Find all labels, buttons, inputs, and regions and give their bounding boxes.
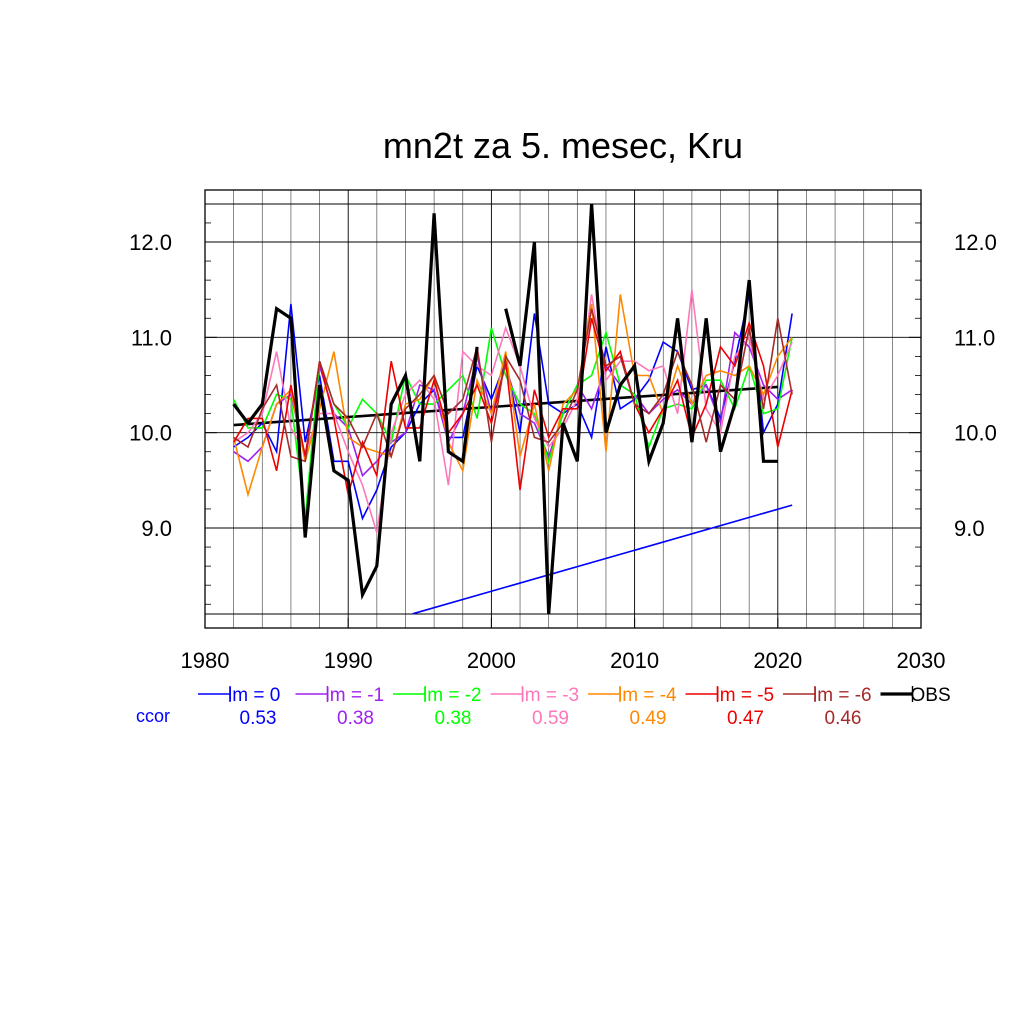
plot-frame <box>204 189 922 629</box>
x-tick-label: 2020 <box>753 648 802 673</box>
legend-label: lm = 0 <box>228 685 280 706</box>
y-tick-label-right: 11.0 <box>954 325 995 350</box>
legend-ccor-value: 0.38 <box>435 708 472 729</box>
y-tick-label-left: 9.0 <box>141 516 172 541</box>
x-tick-label: 1990 <box>324 648 373 673</box>
legend-label: lm = -3 <box>521 685 580 706</box>
ticks: 1980 1990 2000 2010 2020 2030 9.0 9.0 10.0 10.0 11… <box>129 222 997 673</box>
x-tick-label: 2030 <box>897 648 946 673</box>
y-tick-label-right: 9.0 <box>954 516 985 541</box>
legend-ccor-value: 0.46 <box>825 708 862 729</box>
legend-ccor-value: 0.53 <box>240 708 277 729</box>
x-tick-label: 1980 <box>181 648 230 673</box>
series-line-obs <box>232 213 479 601</box>
legend-label: lm = -1 <box>326 685 385 706</box>
legend-label: lm = -6 <box>813 685 872 706</box>
y-tick-label-left: 12.0 <box>129 230 172 255</box>
legend-label: OBS <box>911 685 951 706</box>
legend-ccor-value: 0.49 <box>630 708 667 729</box>
y-tick-label-right: 10.0 <box>954 421 997 446</box>
y-tick-label-left: 10.0 <box>129 421 172 446</box>
trend-line <box>412 504 793 615</box>
series-line-lm-3 <box>233 289 793 534</box>
legend-ccor-value: 0.59 <box>532 708 569 729</box>
legend-label: lm = -2 <box>423 685 482 706</box>
plot-area <box>232 203 793 615</box>
legend-label: lm = -4 <box>618 685 677 706</box>
legend-ccor-value: 0.38 <box>337 708 374 729</box>
legend-ccor-value: 0.47 <box>727 708 764 729</box>
x-tick-label: 2000 <box>467 648 516 673</box>
chart-title: mn2t za 5. mesec, Kru <box>383 125 743 166</box>
series-line-lm-6 <box>233 308 793 463</box>
x-tick-label: 2010 <box>610 648 659 673</box>
ccor-label: ccor <box>136 706 170 726</box>
series-line-lm-5 <box>232 318 793 495</box>
series-line-obs <box>504 203 778 614</box>
legend-label: lm = -5 <box>716 685 775 706</box>
y-tick-label-right: 12.0 <box>954 230 997 255</box>
y-tick-label-left: 11.0 <box>131 325 172 350</box>
